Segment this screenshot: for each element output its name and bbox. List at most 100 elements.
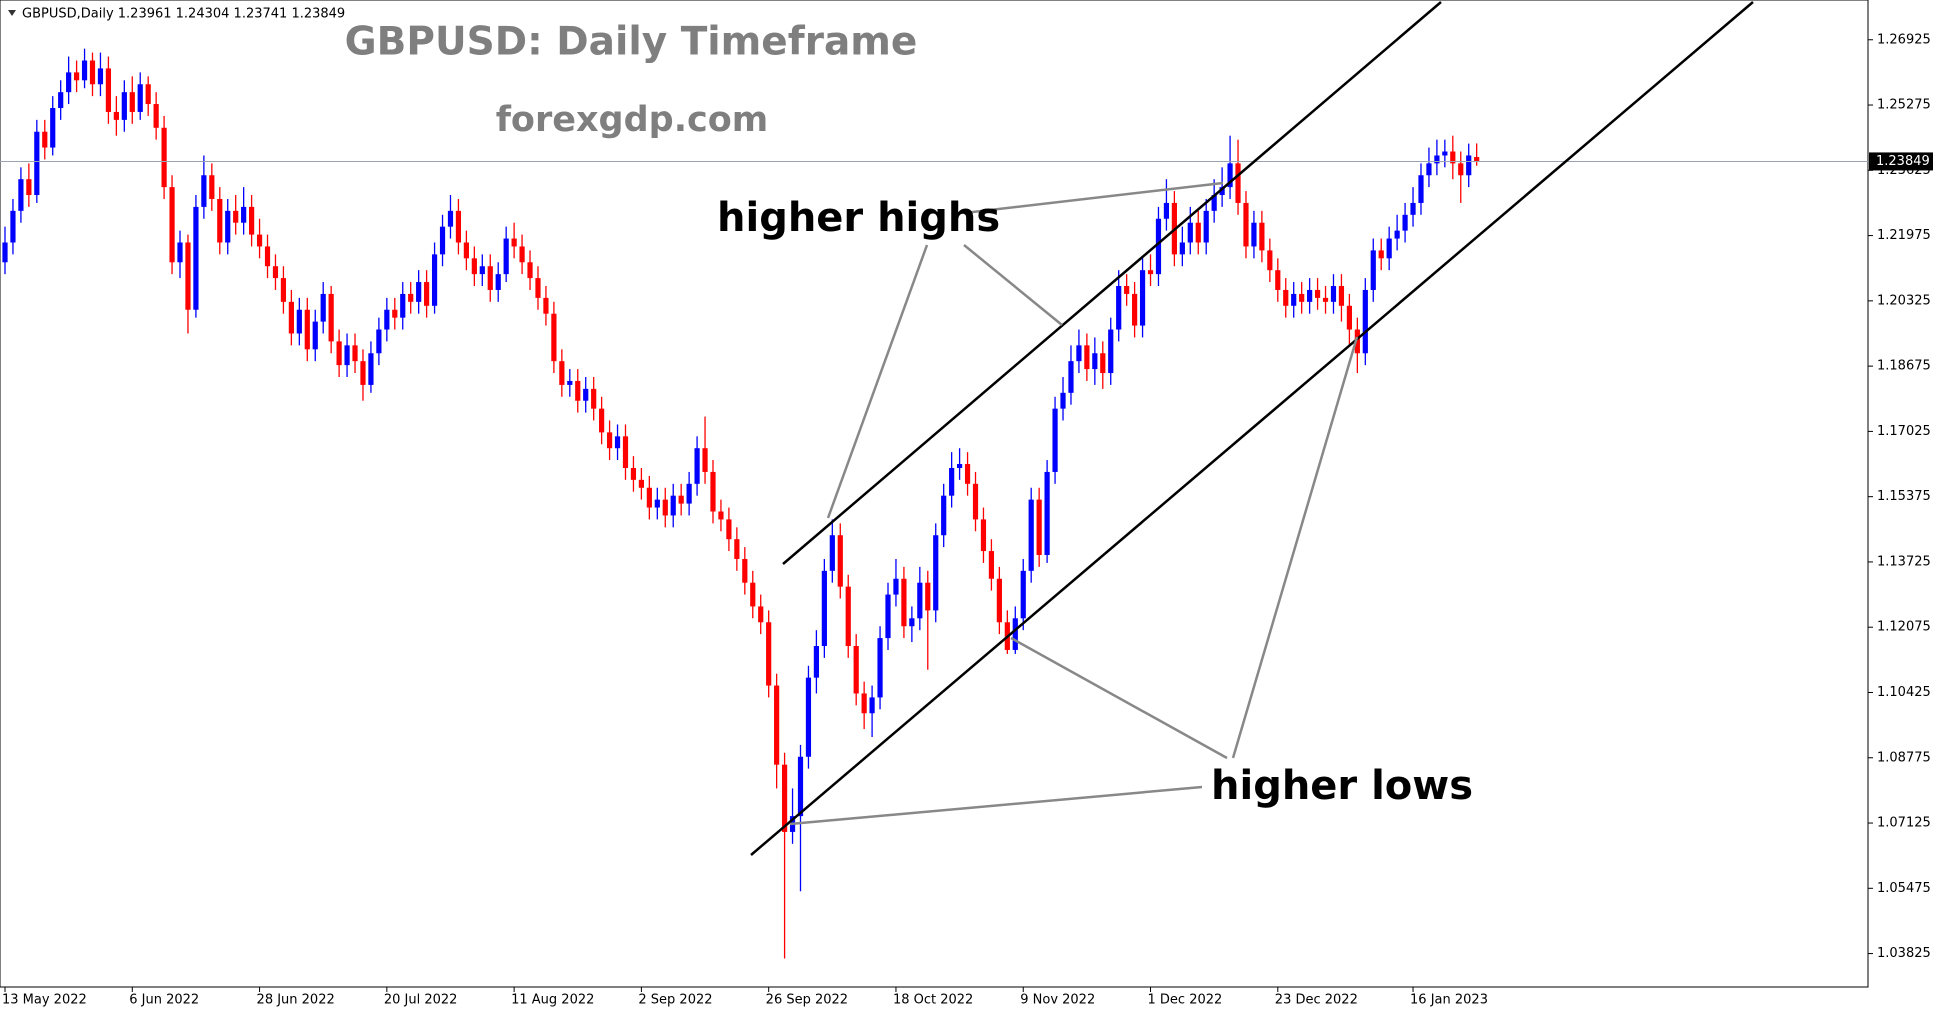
- candle-body: [718, 511, 724, 520]
- candle-body: [1346, 305, 1352, 330]
- y-tick-label: 1.05475: [1877, 881, 1931, 896]
- candle-body: [1068, 361, 1074, 393]
- candle-body: [710, 471, 716, 512]
- candle-body: [543, 297, 549, 314]
- candle-body: [1402, 214, 1408, 231]
- candle-body: [424, 282, 430, 306]
- candle-body: [66, 72, 72, 93]
- candle-body: [1108, 329, 1114, 374]
- y-tick-label: 1.21975: [1877, 228, 1931, 243]
- candle-body: [217, 198, 223, 243]
- y-tick-label: 1.12075: [1877, 620, 1931, 635]
- candle-body: [1155, 218, 1162, 275]
- candle-body: [26, 179, 32, 196]
- candle-body: [344, 345, 350, 366]
- x-tick-label: 9 Nov 2022: [1020, 993, 1095, 1008]
- x-tick-label: 13 May 2022: [2, 993, 87, 1008]
- candle-body: [105, 68, 112, 112]
- candle-body: [996, 578, 1002, 623]
- x-tick-label: 28 Jun 2022: [257, 993, 335, 1008]
- candle-body: [1314, 289, 1321, 298]
- candle-body: [1442, 151, 1448, 156]
- candle-body: [280, 278, 287, 302]
- annotation: higher highs: [717, 195, 1000, 241]
- candle-body: [630, 467, 637, 480]
- candle-body: [766, 622, 772, 686]
- x-tick-label: 1 Dec 2022: [1148, 993, 1223, 1008]
- chart-title: GBPUSD: Daily Timeframe: [345, 20, 918, 65]
- candle-body: [1394, 230, 1400, 239]
- candle-body: [638, 479, 644, 488]
- y-tick-label: 1.20325: [1877, 293, 1931, 308]
- candle-body: [1132, 293, 1138, 326]
- candle-body: [471, 258, 477, 275]
- candle-body: [1378, 250, 1384, 259]
- candle-body: [511, 238, 517, 247]
- candle-body: [742, 558, 748, 583]
- candle-body: [964, 464, 971, 484]
- candle-body: [925, 582, 931, 611]
- candle-body: [599, 408, 605, 433]
- candle-body: [1410, 202, 1416, 215]
- candle-body: [1474, 157, 1480, 162]
- candle-body: [336, 341, 342, 366]
- candle-body: [408, 293, 414, 302]
- current-price-box: [1869, 152, 1933, 171]
- candle-body: [837, 535, 843, 587]
- pointer: [1010, 636, 1228, 760]
- candle-body: [169, 187, 175, 263]
- candle-body: [1219, 187, 1225, 196]
- candle-body: [233, 210, 239, 223]
- candle-body: [81, 60, 88, 81]
- candle-body: [352, 345, 358, 362]
- candle-body: [551, 313, 557, 362]
- candle-body: [1084, 345, 1090, 370]
- pointer: [963, 181, 1224, 215]
- plot-frame: [0, 0, 1869, 988]
- candle-body: [400, 293, 406, 318]
- candle-body: [463, 242, 469, 259]
- candle-body: [1362, 289, 1368, 354]
- candle-body: [909, 618, 915, 627]
- candle-body: [1060, 392, 1066, 409]
- x-tick-label: 18 Oct 2022: [893, 993, 973, 1008]
- candle-body: [18, 179, 24, 211]
- candle-body: [1147, 270, 1154, 275]
- candle-body: [1124, 286, 1130, 294]
- candle-body: [1092, 353, 1098, 370]
- candle-body: [527, 262, 533, 279]
- upper-channel: [782, 1, 1442, 565]
- candle-body: [296, 309, 302, 334]
- candle-body: [781, 764, 788, 832]
- candle-body: [376, 329, 382, 354]
- candle-body: [1195, 222, 1201, 243]
- candle-body: [949, 467, 955, 496]
- candle-body: [1227, 163, 1233, 188]
- candle-body: [1076, 345, 1082, 362]
- y-tick-label: 1.18675: [1877, 359, 1931, 374]
- candle-body: [1036, 499, 1042, 556]
- candle-body: [487, 266, 493, 290]
- candle-body: [1179, 242, 1185, 255]
- pointer: [963, 244, 1063, 326]
- candle-body: [821, 570, 827, 647]
- candle-body: [1283, 289, 1289, 306]
- candle-body: [113, 111, 119, 120]
- candle-body: [774, 685, 780, 765]
- candle-body: [559, 361, 565, 385]
- candle-body: [1370, 250, 1376, 290]
- candle-body: [161, 127, 167, 188]
- channel-lines: [750, 1, 1754, 856]
- candle-body: [1235, 163, 1241, 203]
- x-tick-label: 26 Sep 2022: [766, 993, 848, 1008]
- candle-body: [1418, 175, 1424, 203]
- candle-body: [654, 499, 660, 508]
- candle-body: [2, 242, 8, 263]
- candle-body: [853, 646, 859, 694]
- y-tick-label: 1.03825: [1877, 946, 1931, 961]
- candle-body: [829, 535, 835, 571]
- candle-body: [416, 282, 422, 302]
- candle-body: [328, 293, 334, 342]
- candle-body: [622, 436, 629, 468]
